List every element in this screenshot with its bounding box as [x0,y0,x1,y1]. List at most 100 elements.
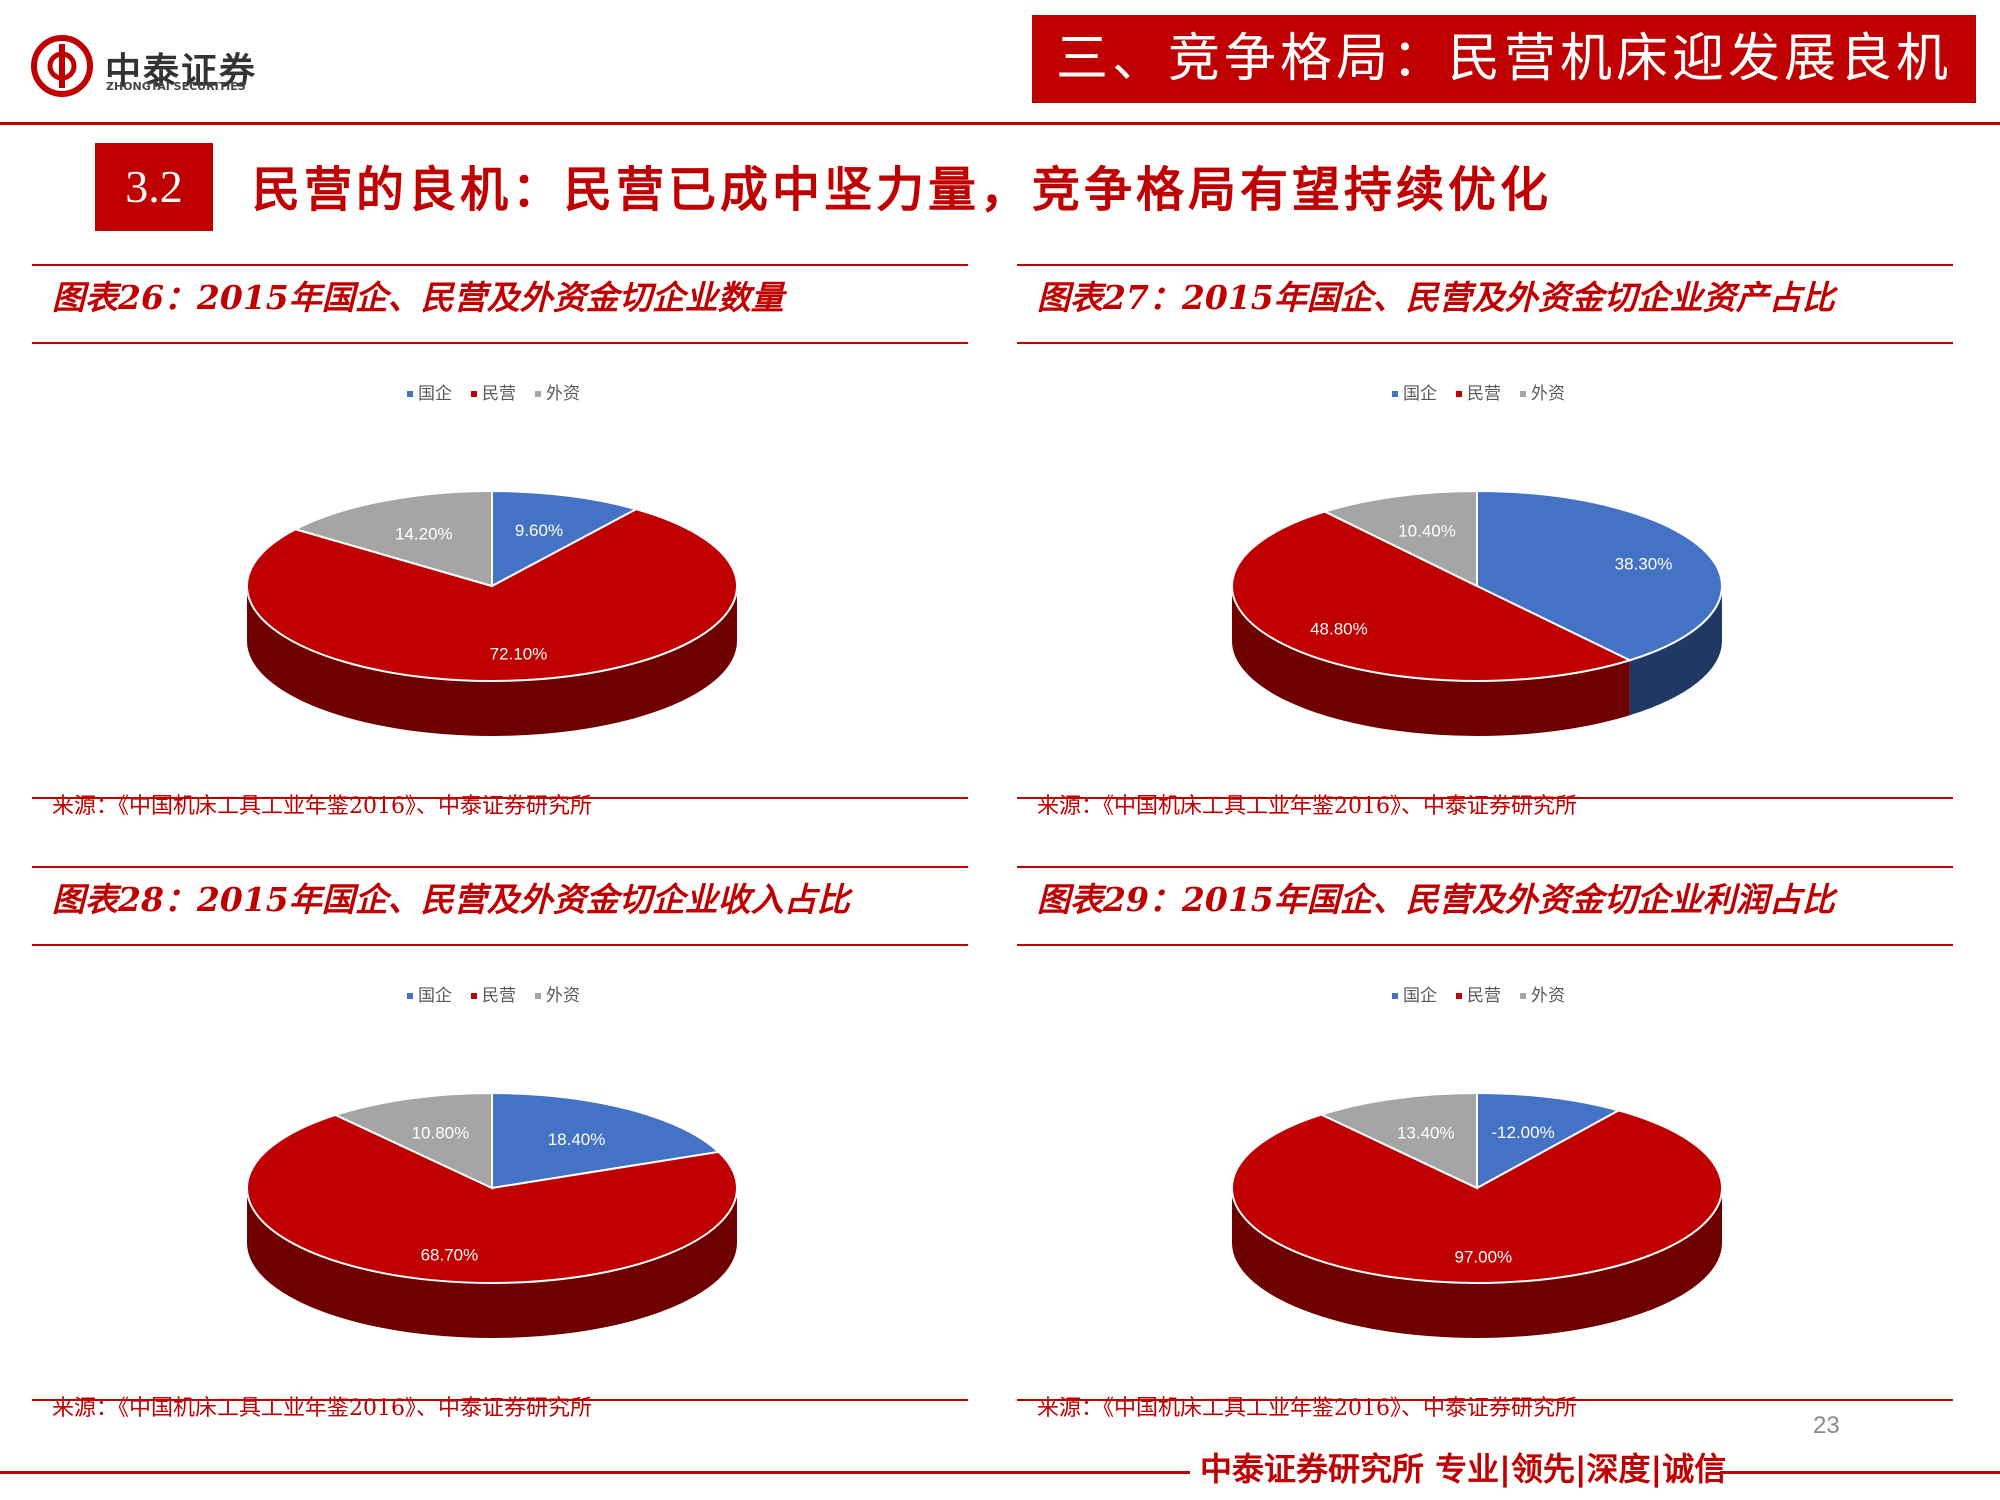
pie-data-label: 14.20% [395,524,453,543]
legend-swatch [1392,391,1398,397]
pie-slice [1322,489,1478,588]
subsection-number: 3.2 [95,143,213,231]
panel-source-line [32,1399,968,1401]
panel-source-line [1017,1399,1953,1401]
chart-legend: 国企 民营 外资 [407,384,580,404]
legend-label: 民营 [1467,986,1501,1006]
legend-label: 外资 [1531,384,1565,404]
legend-label: 外资 [546,986,580,1006]
pie-data-label: 97.00% [1455,1247,1513,1266]
legend-label: 国企 [1403,384,1437,404]
section-title: 三、竞争格局：民营机床迎发展良机 [1032,15,1976,103]
company-logo-icon [31,35,93,97]
panel-source-line [1017,797,1953,799]
panel-top-line [32,866,968,868]
legend-swatch [471,391,477,397]
footer-slogan: 中泰证券研究所 专业|领先|深度|诚信 [1200,1450,1727,1488]
pie-chart: 国企 民营 外资 -12.00% 97.00% 13.40% [1231,986,1723,1338]
pie-chart: 国企 民营 外资 38.30% 48.80% 10.40% [1230,384,1723,736]
pie-slice-side [247,1188,737,1338]
chart-panel-28: 图表28：2015年国企、民营及外资金切企业收入占比 国企 民营 外资 18.40% 6… [32,864,968,1464]
legend-swatch [1392,993,1398,999]
panel-source-line [32,797,968,799]
pie-side-walls [1232,1188,1722,1338]
pie-slice [1230,510,1633,683]
legend-label: 民营 [482,384,516,404]
pie-slice [292,489,493,588]
pie-slice [246,508,738,682]
legend-swatch [535,993,541,999]
legend-swatch [407,993,413,999]
chart-source: 来源：《中国机床工具工业年鉴2016》、中泰证券研究所 [52,794,592,819]
panel-title-line [1017,944,1953,946]
pie-data-label: -12.00% [1491,1123,1554,1142]
legend-label: 国企 [1403,986,1437,1006]
page-number: 23 [1813,1412,1840,1439]
legend-label: 民营 [482,986,516,1006]
chart-title: 图表29：2015年国企、民营及外资金切企业利润占比 [1037,880,1835,919]
pie-data-label: 48.80% [1310,620,1368,639]
pie-slice-side [247,586,737,736]
footer-divider [0,1471,1190,1474]
pie-data-label: 10.40% [1398,521,1456,540]
legend-swatch [1520,391,1526,397]
legend-label: 国企 [418,986,452,1006]
pie-slice [332,1091,493,1190]
pie-chart: 国企 民营 外资 9.60% 72.10% 14.20% [246,384,738,736]
pie-slice-side [1629,586,1722,716]
company-logo-subtext: ZHONGTAI SECURITIES [106,80,246,93]
legend-label: 民营 [1467,384,1501,404]
chart-legend: 国企 民营 外资 [1392,986,1565,1006]
panel-top-line [32,264,968,266]
legend-label: 国企 [418,384,452,404]
pie-data-label: 10.80% [412,1124,470,1143]
pie-slice [246,1113,738,1284]
pie-slice [1476,1091,1622,1190]
pie-data-label: 9.60% [515,521,563,540]
chart-source: 来源：《中国机床工具工业年鉴2016》、中泰证券研究所 [52,1396,592,1421]
legend-swatch [1456,391,1462,397]
legend-swatch [471,993,477,999]
pie-slice [1476,489,1723,662]
panel-top-line [1017,264,1953,266]
chart-source: 来源：《中国机床工具工业年鉴2016》、中泰证券研究所 [1037,1396,1577,1421]
chart-panel-29: 图表29：2015年国企、民营及外资金切企业利润占比 国企 民营 外资 -12.00%… [1017,864,1953,1464]
chart-panel-26: 图表26：2015年国企、民营及外资金切企业数量 国企 民营 外资 9.60% 72.1… [32,262,968,862]
chart-title: 图表27：2015年国企、民营及外资金切企业资产占比 [1037,278,1835,317]
pie-side-walls [247,1188,737,1338]
footer-divider-right [1720,1471,2000,1474]
subsection-title: 民营的良机：民营已成中坚力量，竞争格局有望持续优化 [252,162,1553,218]
pie-data-label: 18.40% [548,1130,606,1149]
pie-data-label: 72.10% [490,645,548,664]
chart-title: 图表28：2015年国企、民营及外资金切企业收入占比 [52,880,850,919]
panel-title-line [32,944,968,946]
header-divider [0,122,2000,125]
pie-slice [491,489,639,588]
chart-panel-27: 图表27：2015年国企、民营及外资金切企业资产占比 国企 民营 外资 38.30% 4… [1017,262,1953,862]
chart-source: 来源：《中国机床工具工业年鉴2016》、中泰证券研究所 [1037,794,1577,819]
pie-slice [491,1091,721,1190]
pie-slice-side [1232,586,1630,736]
legend-label: 外资 [546,384,580,404]
pie-slice-side [1232,1188,1722,1338]
pie-slice [1318,1091,1478,1190]
company-logo-text: 中泰证券 [105,51,258,92]
legend-swatch [1520,993,1526,999]
chart-legend: 国企 民营 外资 [407,986,580,1006]
pie-side-walls [247,586,737,736]
legend-swatch [1456,993,1462,999]
chart-legend: 国企 民营 外资 [1392,384,1565,404]
panel-title-line [1017,342,1953,344]
legend-swatch [535,391,541,397]
panel-top-line [1017,866,1953,868]
pie-chart: 国企 民营 外资 18.40% 68.70% 10.80% [246,986,738,1338]
legend-label: 外资 [1531,986,1565,1006]
pie-data-label: 38.30% [1615,554,1673,573]
pie-data-label: 13.40% [1397,1124,1455,1143]
pie-data-label: 68.70% [421,1245,479,1264]
legend-swatch [407,391,413,397]
chart-title: 图表26：2015年国企、民营及外资金切企业数量 [52,278,784,317]
pie-side-walls [1232,586,1722,736]
panel-title-line [32,342,968,344]
pie-slice [1231,1109,1723,1284]
